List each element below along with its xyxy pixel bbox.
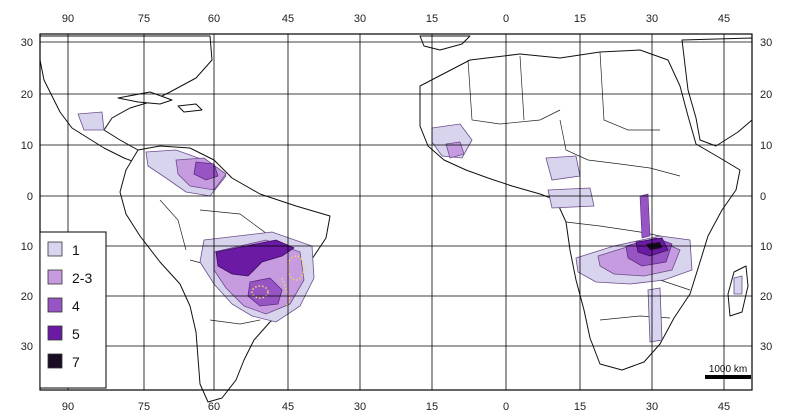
longitude-label: 30 [354,401,366,413]
latitude-label: 0 [760,191,766,203]
distribution-areas [77,111,743,343]
legend-label: 1 [72,242,80,258]
sa-level5-area [215,239,295,277]
legend-swatch [47,297,63,313]
longitude-labels-bottom: 90 75 60 45 30 15 0 15 30 45 [62,401,730,413]
latitude-label: 30 [21,37,33,49]
legend-swatch [47,269,63,285]
longitude-label: 45 [282,401,294,413]
longitude-label: 30 [646,13,658,25]
latitude-labels-right: 30 20 10 0 10 20 30 [760,37,772,353]
latitude-label: 10 [760,241,772,253]
map-frame [39,33,753,391]
dotted-ring [251,285,269,299]
latitude-label: 30 [760,37,772,49]
ca-level1-area [77,111,105,131]
longitude-label: 45 [718,401,730,413]
longitude-label: 60 [208,13,220,25]
longitude-label: 15 [426,401,438,413]
latitude-label: 10 [21,140,33,152]
latitude-label: 30 [21,341,33,353]
arabian-peninsula [681,37,753,147]
legend-label: 5 [72,326,80,342]
legend-swatch [47,325,63,341]
cuba [117,91,173,105]
legend-label: 7 [72,354,80,370]
scale-bar: 1000 km [705,364,751,379]
longitude-label: 30 [646,401,658,413]
longitude-labels-top: 90 75 60 45 30 15 0 15 30 45 [62,13,730,25]
latitude-label: 0 [27,191,33,203]
longitude-label: 45 [718,13,730,25]
longitude-label: 15 [574,401,586,413]
longitude-label: 75 [138,13,150,25]
scale-bar-label: 1000 km [709,364,747,375]
scale-bar-line [705,375,751,379]
longitude-label: 75 [138,401,150,413]
latitude-label: 20 [760,291,772,303]
south-strip-area [647,287,663,343]
longitude-label: 90 [62,401,74,413]
dotted-ring [281,277,291,307]
waf-level23-area [445,141,465,159]
longitude-label: 90 [62,13,74,25]
madagascar-area [733,275,743,295]
hispaniola [177,103,203,113]
lake-strip-area [639,193,651,239]
longitude-label: 0 [503,13,509,25]
latitude-label: 20 [21,291,33,303]
latitude-label: 20 [760,89,772,101]
iberia [419,35,471,51]
latitude-label: 30 [760,341,772,353]
longitude-label: 60 [208,401,220,413]
latitude-label: 10 [760,140,772,152]
longitude-label: 30 [354,13,366,25]
legend-label: 2-3 [72,270,92,286]
legend: 1 2-3 4 5 7 [39,231,107,389]
longitude-label: 45 [282,13,294,25]
longitude-label: 0 [503,401,509,413]
longitude-label: 15 [426,13,438,25]
legend-swatch [47,241,63,257]
legend-label: 4 [72,298,80,314]
latitude-label: 20 [21,89,33,101]
latitude-labels-left: 30 20 10 0 10 20 30 [21,37,33,353]
longitude-label: 15 [574,13,586,25]
legend-swatch [47,353,63,369]
caf-level1-area-2 [547,187,595,209]
graticule [40,34,752,390]
caf-level1-area [545,155,581,181]
sa-north-level4-area [193,161,219,181]
latitude-label: 10 [21,241,33,253]
